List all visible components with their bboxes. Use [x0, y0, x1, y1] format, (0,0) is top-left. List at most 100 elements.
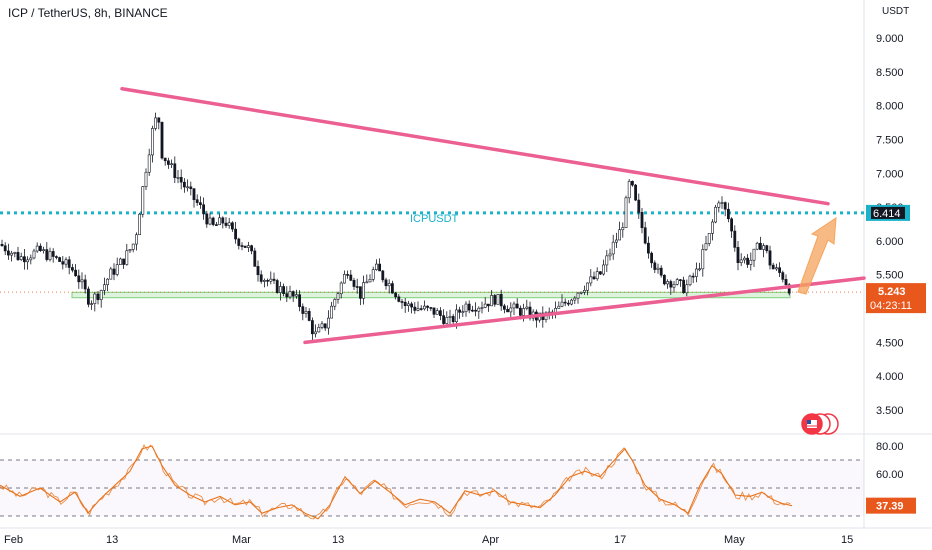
candle-body: [250, 245, 254, 252]
candle-body: [426, 305, 430, 308]
candle-body: [640, 212, 644, 229]
rsi-bands: [0, 459, 864, 517]
candle-body: [410, 303, 414, 308]
candle-body: [13, 252, 17, 254]
candle-body: [106, 278, 110, 286]
candle-body: [470, 309, 474, 312]
candle-body: [189, 186, 193, 189]
candle-body: [211, 217, 215, 225]
candle-body: [659, 267, 663, 276]
price-tick-label: 4.000: [876, 371, 904, 383]
candle-body: [403, 301, 407, 306]
candle-body: [141, 186, 145, 215]
candle-body: [272, 278, 276, 281]
candle-body: [45, 249, 49, 260]
candle-body: [618, 229, 622, 241]
candle-body: [394, 292, 398, 298]
last-price-tag-value: 5.243: [878, 286, 906, 298]
time-axis[interactable]: Feb 13 Mar 13 Apr 17 May 15: [4, 534, 853, 546]
candle-body: [346, 274, 350, 276]
candle-body: [266, 280, 270, 282]
candle-body: [451, 316, 455, 323]
candle-body: [736, 247, 740, 263]
candle-body: [160, 121, 164, 159]
candle-body: [173, 163, 177, 178]
candle-body: [77, 275, 81, 283]
candle-body: [352, 280, 356, 287]
candle-body: [605, 255, 609, 266]
candle-body: [384, 279, 388, 287]
candle-body: [342, 274, 346, 284]
candle-body: [208, 217, 212, 225]
candle-body: [234, 228, 238, 240]
candle-body: [582, 290, 586, 293]
candle-body: [634, 184, 638, 201]
candle-body: [192, 188, 196, 201]
time-tick-label: 15: [841, 534, 853, 546]
candle-body: [723, 202, 727, 210]
candle-body: [128, 249, 132, 252]
candle-body: [349, 274, 353, 281]
candle-body: [320, 323, 324, 328]
candle-body: [202, 204, 206, 215]
candle-body: [563, 301, 567, 304]
candle-body: [381, 270, 385, 281]
candle-body: [662, 274, 666, 285]
candle-body: [755, 242, 759, 250]
candle-body: [3, 245, 7, 252]
candle-body: [112, 268, 116, 275]
candle-body: [304, 311, 308, 314]
candle-body: [237, 238, 241, 246]
flag-icon[interactable]: [801, 413, 839, 435]
candle-body: [419, 308, 423, 310]
candle-body: [240, 245, 244, 247]
candle-body: [90, 303, 94, 305]
trendline-lower: [303, 276, 866, 345]
price-tick-label: 9.000: [876, 33, 904, 45]
candle-body: [282, 286, 286, 294]
candle-body: [93, 293, 97, 304]
candle-body: [119, 258, 122, 265]
candle-body: [176, 177, 180, 179]
candle-body: [74, 269, 78, 277]
candle-body: [221, 217, 225, 224]
candle-body: [560, 301, 564, 307]
candle-body: [739, 259, 743, 263]
candle-body: [330, 305, 334, 319]
candle-body: [87, 288, 90, 305]
candle-body: [80, 279, 84, 283]
candle-body: [227, 222, 231, 226]
candle-body: [784, 279, 788, 286]
support-zone-group: [71, 291, 791, 299]
candle-body: [656, 267, 660, 270]
candle-body: [678, 279, 682, 281]
candle-body: [522, 308, 526, 316]
candle-body: [573, 297, 577, 301]
price-tick-label: 7.500: [876, 134, 904, 146]
candle-body: [586, 282, 590, 291]
candle-body: [675, 279, 679, 285]
candle-body: [429, 307, 433, 309]
candle-body: [621, 227, 625, 231]
candle-body: [637, 199, 641, 213]
candle-body: [707, 233, 711, 244]
candle-body: [672, 283, 676, 288]
candle-body: [247, 245, 250, 248]
candle-body: [42, 249, 46, 251]
rsi-axis[interactable]: 80.00 60.00: [876, 441, 904, 481]
time-tick-label: 13: [106, 534, 118, 546]
candle-body: [490, 295, 494, 307]
candle-body: [598, 271, 602, 275]
price-tick-label: 6.000: [876, 236, 904, 248]
candle-body: [461, 311, 465, 313]
time-tick-label: 13: [332, 534, 344, 546]
candle-body: [781, 272, 785, 280]
price-axis[interactable]: 9.0008.5008.0007.5007.0006.5006.0005.500…: [876, 33, 904, 417]
level-price-tag-value: 6.414: [873, 208, 901, 220]
candle-body: [448, 316, 452, 318]
candle-body: [442, 315, 446, 324]
candle-body: [29, 257, 33, 261]
candle-body: [445, 317, 449, 324]
rsi-tick-label: 60.00: [876, 469, 904, 481]
